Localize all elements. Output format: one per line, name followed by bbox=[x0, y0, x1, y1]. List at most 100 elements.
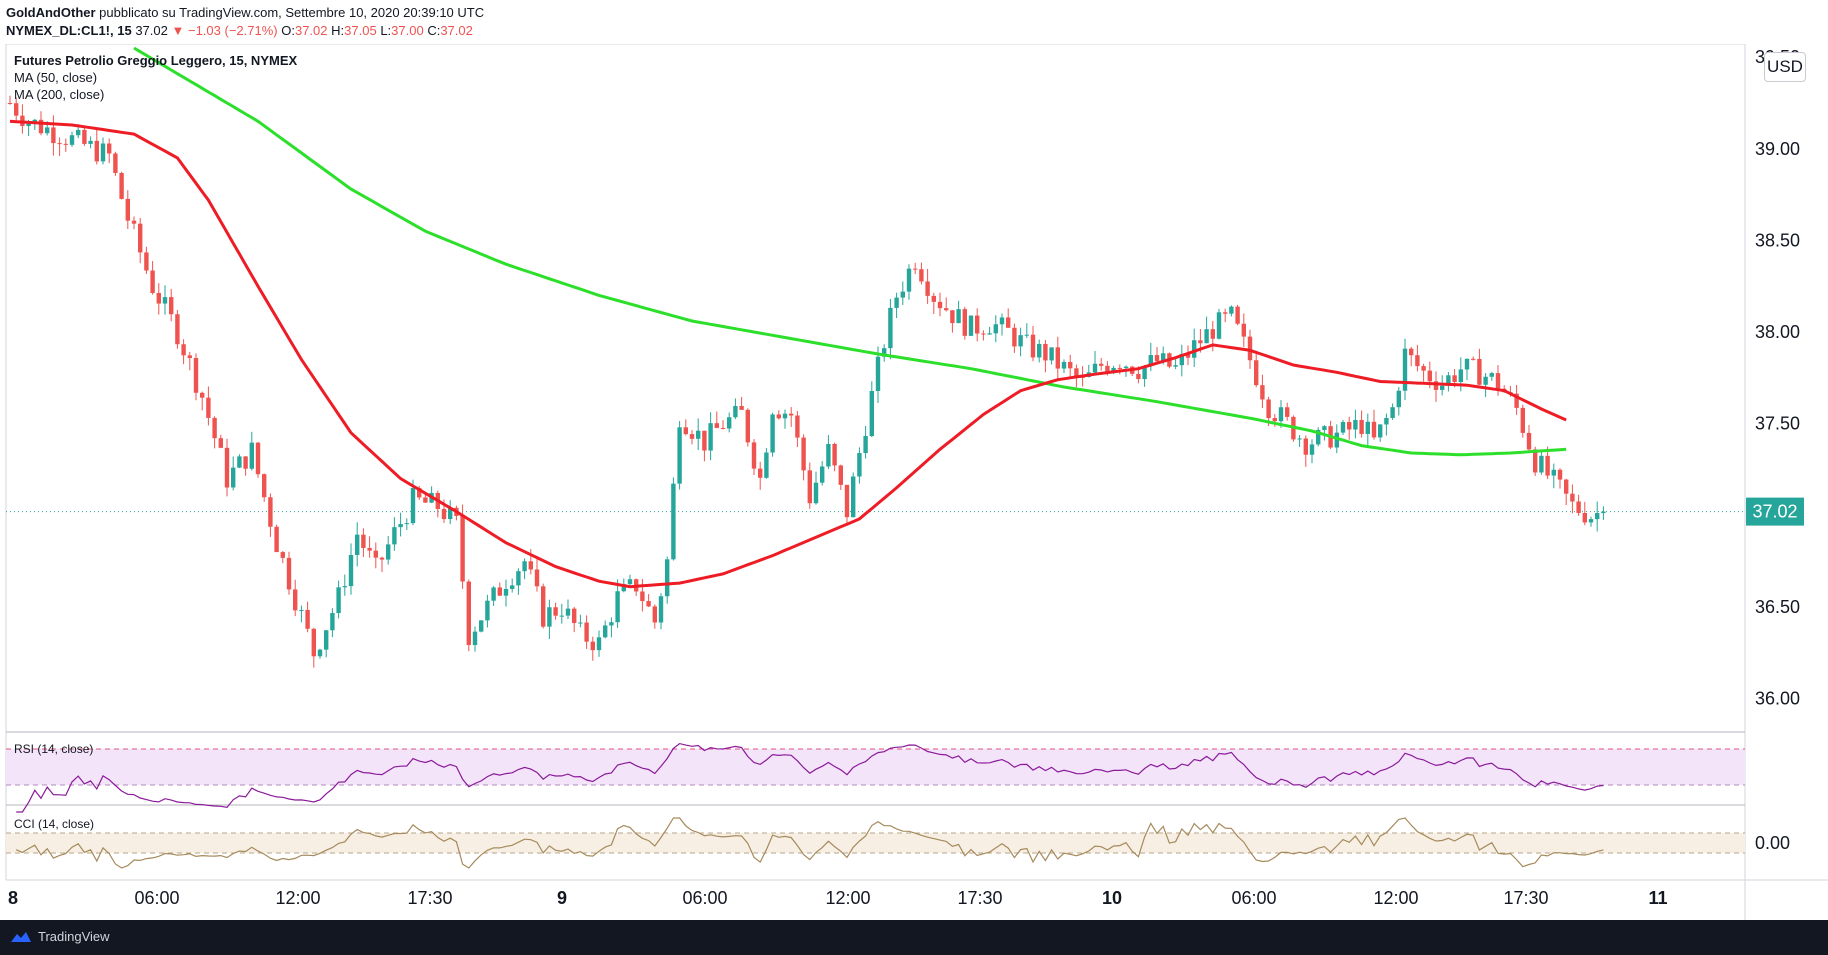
candle-body bbox=[658, 596, 664, 623]
candle-body bbox=[665, 559, 670, 597]
candle-body bbox=[1588, 519, 1594, 523]
price-chart[interactable]: 39.5039.0038.5038.0037.5037.0036.5036.00… bbox=[0, 44, 1828, 920]
candle-body bbox=[231, 467, 236, 488]
candle-body bbox=[1564, 479, 1569, 494]
candle-body bbox=[1012, 327, 1017, 347]
candle-body bbox=[776, 414, 781, 419]
price-tick-label: 36.00 bbox=[1755, 689, 1800, 709]
candle-body bbox=[1105, 365, 1110, 373]
candle-body bbox=[1173, 365, 1178, 367]
candle-body bbox=[1365, 421, 1370, 434]
candle-body bbox=[714, 423, 719, 428]
ohlc-l-label: L: bbox=[380, 23, 392, 38]
time-tick-label: 11 bbox=[1648, 888, 1667, 908]
candle-body bbox=[26, 123, 31, 127]
candle-body bbox=[88, 140, 93, 144]
cci-band bbox=[6, 833, 1745, 853]
candle-body bbox=[1185, 353, 1191, 358]
candle-body bbox=[479, 620, 484, 632]
candle-body bbox=[386, 544, 391, 560]
candle-body bbox=[1229, 306, 1234, 314]
candle-body bbox=[925, 281, 930, 296]
candle-body bbox=[448, 507, 453, 520]
time-tick-label: 12:00 bbox=[275, 888, 320, 908]
price-tick-label: 38.00 bbox=[1755, 322, 1800, 342]
candle-body bbox=[1297, 438, 1302, 440]
candle-body bbox=[1483, 376, 1488, 385]
legend-ma200[interactable]: MA (200, close) bbox=[14, 87, 105, 102]
currency-button[interactable]: USD bbox=[1764, 52, 1806, 82]
candle-body bbox=[1303, 438, 1308, 455]
candle-body bbox=[1371, 421, 1377, 438]
publish-info: GoldAndOther pubblicato su TradingView.c… bbox=[6, 5, 484, 20]
candle-body bbox=[367, 547, 372, 551]
time-tick-label: 12:00 bbox=[1373, 888, 1418, 908]
candle-body bbox=[1204, 329, 1209, 344]
candle-body bbox=[720, 427, 726, 429]
candle-body bbox=[913, 268, 918, 270]
candle-body bbox=[1179, 353, 1184, 366]
candle-body bbox=[820, 466, 825, 483]
author-name[interactable]: GoldAndOther bbox=[6, 5, 96, 20]
candle-body bbox=[243, 456, 248, 469]
candle-body bbox=[262, 474, 267, 498]
candle-body bbox=[1322, 426, 1327, 430]
candle-body bbox=[125, 198, 130, 221]
candle-body bbox=[1514, 393, 1519, 408]
candle-body bbox=[76, 129, 81, 136]
candle-body bbox=[1576, 501, 1581, 514]
candle-body bbox=[274, 526, 279, 553]
tradingview-brand[interactable]: TradingView bbox=[10, 929, 110, 944]
cci-legend[interactable]: CCI (14, close) bbox=[14, 817, 95, 831]
candle-body bbox=[1427, 370, 1432, 382]
candle-body bbox=[1111, 367, 1116, 373]
candle-body bbox=[572, 608, 577, 624]
candle-body bbox=[1055, 347, 1060, 369]
candle-body bbox=[826, 443, 831, 467]
chart-legend: Futures Petrolio Greggio Leggero, 15, NY… bbox=[14, 52, 297, 103]
rsi-line bbox=[16, 742, 1604, 813]
ohlc-h-label: H: bbox=[331, 23, 345, 38]
candle-body bbox=[1390, 407, 1395, 418]
candle-body bbox=[1018, 335, 1023, 347]
candle-body bbox=[1409, 348, 1414, 356]
ohlc-h-value: 37.05 bbox=[344, 23, 377, 38]
candle-body bbox=[1223, 312, 1228, 314]
candle-body bbox=[578, 622, 583, 624]
tradingview-logo-icon bbox=[11, 931, 31, 942]
candles bbox=[7, 95, 1606, 668]
candle-body bbox=[342, 586, 347, 588]
candle-body bbox=[57, 143, 62, 145]
candle-body bbox=[100, 143, 106, 162]
candle-body bbox=[596, 637, 602, 651]
candle-body bbox=[795, 415, 800, 438]
candle-body bbox=[627, 579, 633, 585]
candle-body bbox=[1415, 355, 1420, 367]
candle-body bbox=[981, 333, 986, 335]
candle-body bbox=[1241, 323, 1246, 337]
candle-body bbox=[603, 625, 608, 638]
price-tick-label: 39.00 bbox=[1755, 139, 1800, 159]
candle-body bbox=[516, 571, 521, 586]
candle-body bbox=[1378, 424, 1383, 438]
candle-body bbox=[355, 534, 360, 556]
candle-body bbox=[336, 587, 341, 614]
candle-body bbox=[206, 397, 211, 418]
candle-body bbox=[45, 127, 50, 134]
candle-body bbox=[1142, 365, 1147, 380]
candle-body bbox=[175, 314, 180, 345]
candle-body bbox=[187, 355, 192, 359]
candle-body bbox=[1123, 366, 1129, 369]
legend-ma50[interactable]: MA (50, close) bbox=[14, 70, 98, 85]
time-tick-label: 17:30 bbox=[957, 888, 1002, 908]
time-axis[interactable]: 8 06:00 12:00 17:30 9 06:00 12:00 17:30 10 06:00 1… bbox=[8, 888, 1668, 908]
candle-body bbox=[1272, 418, 1277, 422]
candle-body bbox=[640, 591, 645, 602]
last-price-value: 37.02 bbox=[135, 23, 168, 38]
candle-body bbox=[894, 297, 899, 308]
candle-body bbox=[875, 356, 881, 392]
candle-body bbox=[987, 333, 992, 335]
rsi-legend[interactable]: RSI (14, close) bbox=[14, 742, 94, 756]
candle-body bbox=[1334, 432, 1339, 448]
